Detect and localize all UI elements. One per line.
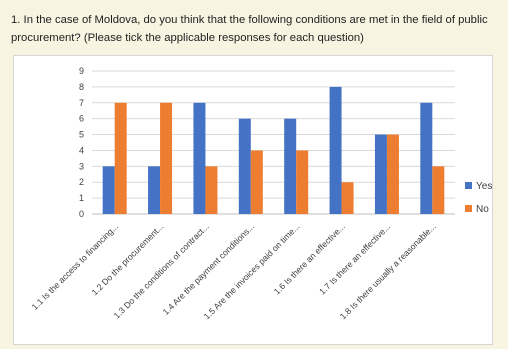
bar-yes-8 <box>420 102 433 214</box>
bar-yes-3 <box>193 102 206 214</box>
category-label: 1.4 Are the payment conditions... <box>161 221 257 317</box>
bar-no-8 <box>432 166 445 214</box>
bar-yes-4 <box>238 118 251 214</box>
y-tick-label: 7 <box>79 98 84 108</box>
y-tick-label: 1 <box>79 193 84 203</box>
bar-yes-2 <box>148 166 161 214</box>
bar-yes-6 <box>329 86 342 214</box>
legend-label-no: No <box>476 204 489 215</box>
y-tick-label: 0 <box>79 209 84 219</box>
y-tick-label: 2 <box>79 177 84 187</box>
legend-swatch-yes <box>465 182 472 189</box>
category-label: 1.1 Is the access to financing... <box>30 221 121 312</box>
bar-no-5 <box>296 150 309 214</box>
y-tick-label: 9 <box>79 66 84 76</box>
bar-no-1 <box>114 102 127 214</box>
bar-yes-1 <box>102 166 115 214</box>
category-label: 1.3 Do the conditions of contract... <box>112 221 211 320</box>
bar-no-6 <box>341 182 354 214</box>
legend: Yes No <box>465 181 492 215</box>
bars <box>102 86 445 214</box>
bar-no-2 <box>160 102 173 214</box>
legend-label-yes: Yes <box>476 181 492 192</box>
category-labels: 1.1 Is the access to financing...1.2 Do … <box>30 221 438 321</box>
y-tick-label: 5 <box>79 130 84 140</box>
y-tick-label: 6 <box>79 114 84 124</box>
question-text: 1. In the case of Moldova, do you think … <box>11 14 488 44</box>
category-label: 1.5 Are the invoices paid on time... <box>202 221 302 321</box>
bar-no-4 <box>250 150 263 214</box>
bar-yes-5 <box>284 118 297 214</box>
bar-no-7 <box>386 134 399 214</box>
bar-yes-7 <box>374 134 387 214</box>
category-label: 1.8 Is there usually a reasonable... <box>338 221 438 321</box>
y-tick-label: 4 <box>79 145 84 155</box>
legend-swatch-no <box>465 205 472 212</box>
y-axis-ticks: 0 1 2 3 4 5 6 7 8 9 <box>79 66 84 219</box>
y-tick-label: 3 <box>79 161 84 171</box>
bar-no-3 <box>205 166 218 214</box>
gridlines <box>92 70 455 215</box>
y-tick-label: 8 <box>79 82 84 92</box>
